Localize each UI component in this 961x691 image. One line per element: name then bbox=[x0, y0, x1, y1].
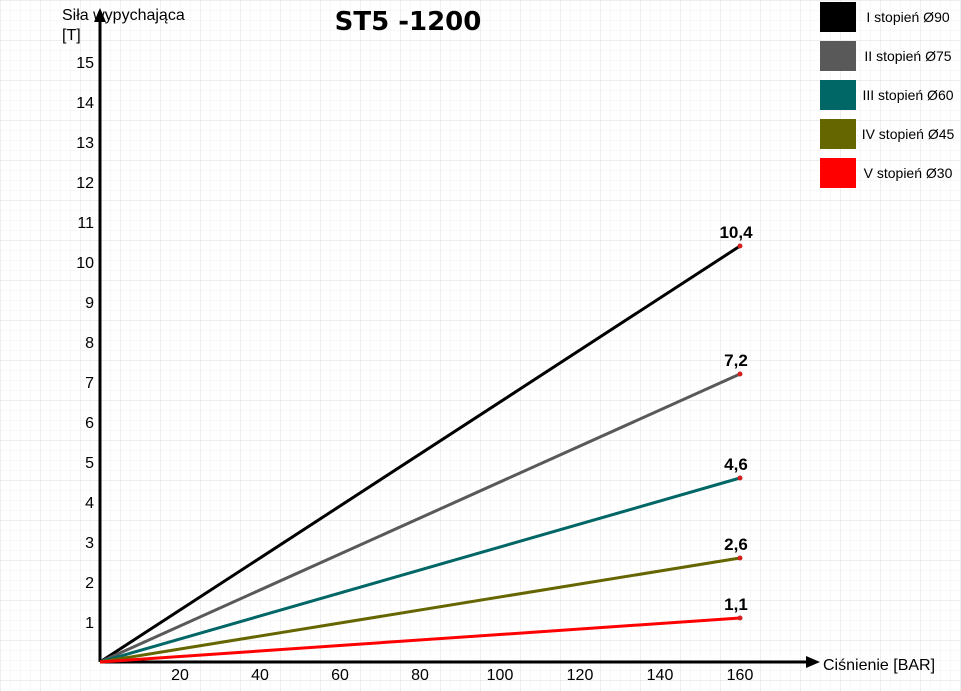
x-tick-label: 40 bbox=[251, 667, 269, 684]
data-label: 4,6 bbox=[724, 455, 748, 474]
y-tick-label: 8 bbox=[85, 335, 94, 352]
legend-swatch bbox=[820, 158, 856, 188]
legend-label: III stopień Ø60 bbox=[862, 87, 953, 103]
y-tick-label: 4 bbox=[85, 495, 94, 512]
x-tick-label: 120 bbox=[567, 667, 594, 684]
x-tick-label: 20 bbox=[171, 667, 189, 684]
legend-swatch bbox=[820, 41, 856, 71]
x-tick-label: 80 bbox=[411, 667, 429, 684]
legend-swatch bbox=[820, 2, 856, 32]
series-line bbox=[99, 556, 741, 664]
x-axis-arrow bbox=[806, 656, 820, 668]
axes bbox=[94, 8, 820, 668]
y-tick-label: 12 bbox=[76, 175, 94, 192]
y-tick-label: 1 bbox=[85, 615, 94, 632]
legend-label: IV stopień Ø45 bbox=[862, 126, 955, 142]
y-axis-label-line2: [T] bbox=[62, 27, 81, 44]
series-end-point bbox=[737, 475, 743, 481]
legend-label: V stopień Ø30 bbox=[864, 165, 953, 181]
legend: I stopień Ø90 II stopień Ø75 III stopień Ø… bbox=[820, 2, 955, 188]
y-axis-label-line1: Siła wypychająca bbox=[62, 7, 185, 24]
series-line bbox=[99, 244, 741, 664]
series-layer bbox=[99, 243, 743, 664]
y-tick-label: 15 bbox=[76, 55, 94, 72]
x-tick-label: 60 bbox=[331, 667, 349, 684]
data-label: 7,2 bbox=[724, 351, 748, 370]
series-end-point bbox=[737, 243, 743, 249]
legend-label: I stopień Ø90 bbox=[866, 9, 949, 25]
y-axis-arrow bbox=[94, 8, 106, 22]
data-label: 2,6 bbox=[724, 535, 748, 554]
chart-title: ST5 -1200 bbox=[335, 7, 482, 37]
series-line bbox=[99, 476, 741, 664]
x-axis-label: Ciśnienie [BAR] bbox=[823, 657, 935, 674]
x-tick-label: 160 bbox=[727, 667, 754, 684]
x-tick-labels: 20 40 60 80 100 120 140 160 bbox=[171, 667, 753, 684]
y-tick-label: 10 bbox=[76, 255, 94, 272]
series-end-point bbox=[737, 615, 743, 621]
y-tick-label: 2 bbox=[85, 575, 94, 592]
y-tick-label: 11 bbox=[77, 215, 94, 232]
legend-swatch bbox=[820, 119, 856, 149]
x-tick-label: 140 bbox=[647, 667, 674, 684]
legend-label: II stopień Ø75 bbox=[864, 48, 951, 64]
y-tick-label: 14 bbox=[76, 95, 94, 112]
legend-swatch bbox=[820, 80, 856, 110]
y-tick-label: 3 bbox=[85, 535, 94, 552]
x-tick-label: 100 bbox=[487, 667, 514, 684]
data-labels-layer: 10,4 7,2 4,6 2,6 1,1 bbox=[719, 223, 753, 614]
y-tick-label: 7 bbox=[85, 375, 94, 392]
y-tick-label: 9 bbox=[85, 295, 94, 312]
data-label: 10,4 bbox=[719, 223, 753, 242]
series-end-point bbox=[737, 371, 743, 377]
series-line bbox=[99, 616, 741, 664]
series-end-point bbox=[737, 555, 743, 561]
y-tick-label: 13 bbox=[76, 135, 94, 152]
y-tick-label: 6 bbox=[85, 415, 94, 432]
y-tick-label: 5 bbox=[85, 455, 94, 472]
data-label: 1,1 bbox=[724, 595, 748, 614]
series-line bbox=[99, 372, 741, 664]
